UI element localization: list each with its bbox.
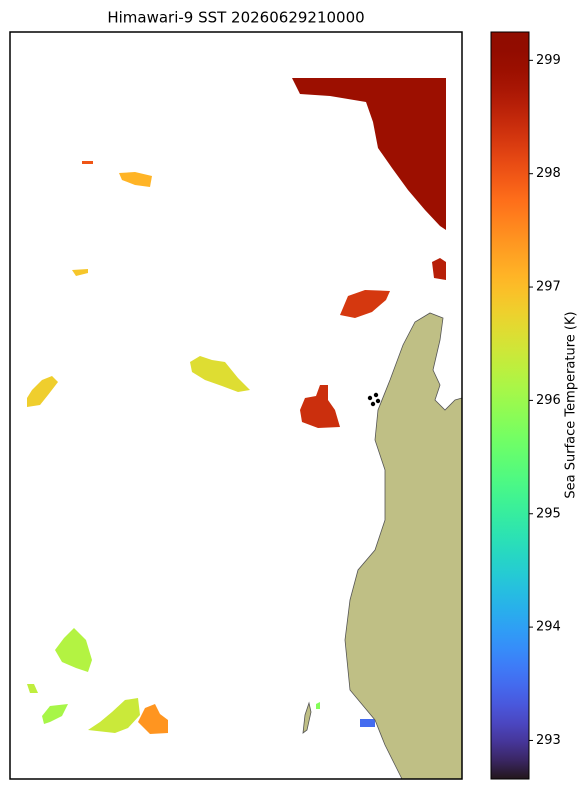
- sst-patch: [292, 78, 446, 230]
- sst-patch: [138, 704, 168, 734]
- sst-patch: [82, 161, 93, 164]
- colorbar-label: Sea Surface Temperature (K): [564, 311, 579, 498]
- colorbar: [490, 31, 530, 780]
- colorbar-tick-label: 299: [536, 53, 561, 68]
- sst-patch: [42, 704, 68, 724]
- sst-patch: [360, 719, 375, 727]
- station-dot: [370, 401, 376, 407]
- sst-patch: [88, 698, 140, 733]
- sst-patch: [300, 385, 340, 428]
- sst-patch: [27, 376, 58, 407]
- sst-patch: [432, 258, 446, 280]
- land: [344, 312, 463, 780]
- colorbar-tick-label: 297: [536, 280, 561, 295]
- station-dot: [375, 398, 381, 404]
- colorbar-tick-label: 295: [536, 506, 561, 521]
- sst-patch: [340, 290, 390, 318]
- sst-patch: [190, 356, 250, 392]
- map-frame: [9, 31, 463, 780]
- colorbar-tick-label: 296: [536, 393, 561, 408]
- sst-patch: [55, 628, 92, 672]
- map-area: [27, 78, 463, 780]
- title: Himawari-9 SST 20260629210000: [107, 9, 364, 27]
- station-dot: [367, 395, 373, 401]
- colorbar-axis: 293 294 295 296 297 298 299: [529, 53, 561, 748]
- colorbar-tick-label: 293: [536, 733, 561, 748]
- sst-patch: [72, 269, 88, 276]
- colorbar-tick-label: 294: [536, 620, 561, 635]
- sst-patch: [316, 702, 320, 709]
- sst-patch: [27, 684, 38, 693]
- station-dot: [373, 392, 379, 398]
- colorbar-tick-label: 298: [536, 166, 561, 181]
- sst-patch: [119, 172, 152, 187]
- island: [302, 701, 312, 734]
